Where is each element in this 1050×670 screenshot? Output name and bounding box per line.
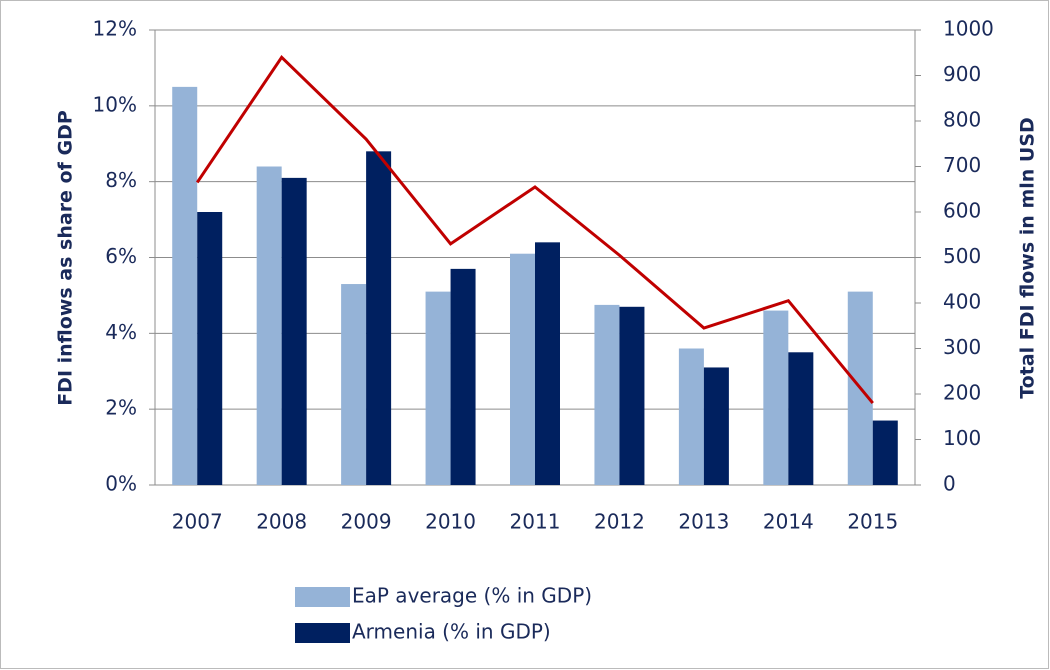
bar <box>535 242 560 485</box>
bar <box>197 212 223 485</box>
y2-tick-label: 900 <box>943 62 981 86</box>
y2-tick-label: 100 <box>943 426 981 450</box>
bar <box>763 310 789 485</box>
x-tick-label: 2012 <box>594 510 645 534</box>
bar <box>341 284 367 485</box>
line <box>195 54 874 405</box>
bar <box>703 367 729 485</box>
y-tick-label: 6% <box>105 244 137 268</box>
x-tick-label: 2015 <box>847 510 898 534</box>
y2-tick-label: 500 <box>943 244 981 268</box>
legend-swatch <box>295 587 350 607</box>
legend-label: EaP average (% in GDP) <box>352 584 592 608</box>
x-tick-label: 2007 <box>172 510 223 534</box>
y2-tick-label: 600 <box>943 199 981 223</box>
bar <box>510 253 535 485</box>
y-axis-title: FDI inflows as share of GDP <box>55 110 77 406</box>
y2-tick-label: 300 <box>943 335 981 359</box>
y-tick-label: 0% <box>105 472 137 496</box>
x-tick-label: 2013 <box>678 510 729 534</box>
x-tick-label: 2014 <box>763 510 814 534</box>
bar <box>366 151 392 486</box>
y2-tick-label: 700 <box>943 153 981 177</box>
y-tick-label: 12% <box>93 17 137 41</box>
bar <box>172 86 198 485</box>
bar <box>281 177 307 485</box>
y2-tick-label: 1000 <box>943 17 994 41</box>
y2-tick-label: 800 <box>943 108 981 132</box>
legend-swatch <box>295 623 350 643</box>
y-tick-label: 4% <box>105 320 137 344</box>
x-tick-label: 2011 <box>510 510 561 534</box>
x-tick-label: 2010 <box>425 510 476 534</box>
y-tick-label: 2% <box>105 396 137 420</box>
bar <box>678 348 704 485</box>
y-tick-label: 10% <box>93 92 137 116</box>
legend-label: Armenia (% in GDP) <box>352 620 551 644</box>
bar <box>450 268 476 485</box>
x-tick-label: 2009 <box>341 510 392 534</box>
y2-tick-label: 0 <box>943 472 956 496</box>
bar <box>788 352 814 485</box>
y2-tick-label: 200 <box>943 381 981 405</box>
bar <box>872 420 898 485</box>
bar <box>619 306 645 485</box>
y2-axis-title: Total FDI flows in mln USD <box>1017 117 1039 399</box>
bar <box>594 304 620 485</box>
y-tick-label: 8% <box>105 168 137 192</box>
y2-tick-label: 400 <box>943 290 981 314</box>
bar <box>256 166 282 485</box>
bar <box>425 291 451 485</box>
x-tick-label: 2008 <box>256 510 307 534</box>
